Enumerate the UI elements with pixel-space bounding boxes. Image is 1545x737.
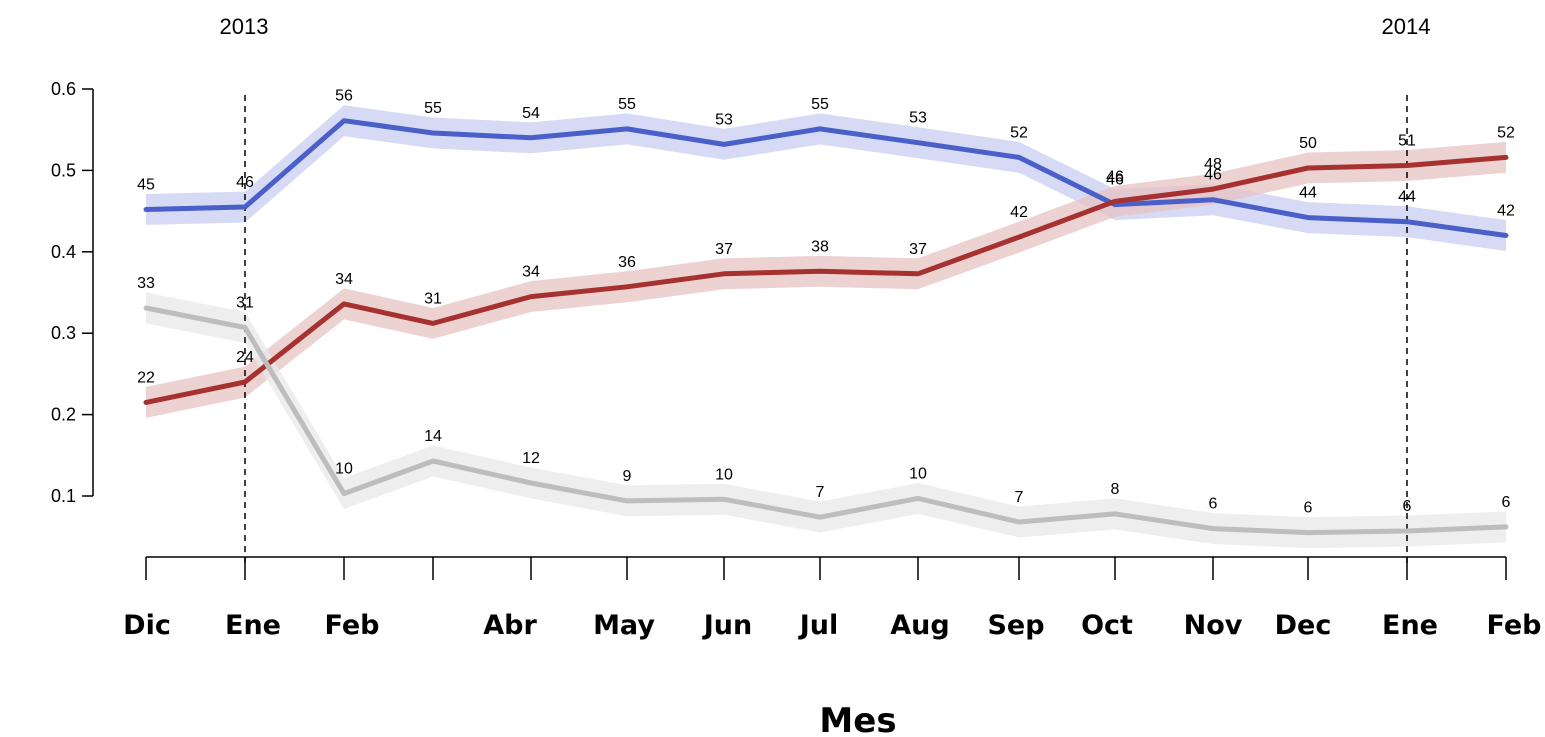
data-label: 46 (1204, 167, 1222, 184)
year-label: 2014 (1382, 14, 1431, 39)
x-tick-label: Dec (1275, 610, 1332, 641)
data-label: 10 (335, 461, 353, 478)
data-label: 51 (1398, 133, 1416, 150)
y-tick-label: 0.5 (51, 160, 76, 180)
x-tick-label: Jun (702, 610, 753, 641)
confidence-bands (146, 105, 1506, 549)
y-axis: 0.1 0.2 0.3 0.4 0.5 0.6 (51, 79, 94, 506)
year-labels: 2013 2014 (220, 14, 1431, 39)
x-tick-label: Oct (1081, 610, 1133, 641)
x-tick-label: Feb (1487, 610, 1542, 641)
data-label: 6 (1304, 500, 1313, 517)
data-label: 52 (1497, 124, 1515, 141)
data-label: 37 (715, 241, 733, 258)
data-label: 34 (522, 264, 540, 281)
data-label: 46 (1106, 168, 1124, 185)
data-label: 34 (335, 271, 353, 288)
data-label: 53 (909, 110, 927, 127)
data-label: 45 (137, 177, 155, 194)
data-label: 38 (811, 238, 829, 255)
y-tick-label: 0.2 (51, 405, 76, 425)
x-tick-label: Ene (225, 610, 281, 641)
x-tick-label: Ene (1382, 610, 1438, 641)
x-axis-title: Mes (819, 701, 896, 737)
data-label: 44 (1299, 185, 1317, 202)
data-label: 55 (618, 96, 636, 113)
data-label: 12 (522, 450, 540, 467)
x-tick-label: Nov (1184, 610, 1243, 641)
data-label: 14 (424, 428, 442, 445)
x-tick-label: Aug (890, 610, 949, 641)
data-label: 56 (335, 88, 353, 105)
x-tick-label: Dic (123, 610, 171, 641)
data-label: 46 (1106, 172, 1124, 189)
data-label: 46 (236, 174, 254, 191)
data-label: 31 (236, 295, 254, 312)
x-axis: Dic Ene Feb Abr May Jun Jul Aug Sep Oct Nov Dec Ene F… (123, 556, 1542, 641)
data-label: 22 (137, 369, 155, 386)
data-label: 55 (811, 96, 829, 113)
data-label: 7 (816, 484, 825, 501)
data-label: 9 (623, 468, 632, 485)
data-label: 53 (715, 111, 733, 128)
data-label: 31 (424, 290, 442, 307)
data-label: 6 (1403, 498, 1412, 515)
data-label: 36 (618, 254, 636, 271)
data-label: 55 (424, 100, 442, 117)
x-tick-label: May (593, 610, 655, 641)
series-2-line (143, 154, 1509, 405)
y-tick-label: 0.1 (51, 486, 76, 506)
x-tick-label: Feb (325, 610, 380, 641)
data-label: 10 (715, 466, 733, 483)
data-label: 44 (1398, 189, 1416, 206)
y-tick-label: 0.3 (51, 323, 76, 343)
data-label: 33 (137, 275, 155, 292)
data-label: 24 (236, 349, 254, 366)
series-1-band (146, 105, 1506, 251)
data-label: 37 (909, 241, 927, 258)
data-label: 6 (1502, 494, 1511, 511)
x-tick-label: Abr (483, 610, 537, 641)
x-tick-label: Jul (798, 610, 839, 641)
data-label: 54 (522, 105, 540, 122)
series-lines (143, 118, 1509, 536)
data-label: 10 (909, 465, 927, 482)
data-label: 42 (1010, 204, 1028, 221)
y-tick-label: 0.6 (51, 79, 76, 99)
data-label: 7 (1015, 489, 1024, 506)
x-tick-label: Sep (987, 610, 1044, 641)
series-3-band (146, 292, 1506, 549)
series-1-line (143, 118, 1509, 238)
data-label: 52 (1010, 124, 1028, 141)
y-tick-label: 0.4 (51, 242, 76, 262)
data-label: 6 (1209, 496, 1218, 513)
series-2-band (146, 141, 1506, 418)
data-label: 50 (1299, 135, 1317, 152)
data-label: 8 (1111, 481, 1120, 498)
data-label: 48 (1204, 156, 1222, 173)
data-label: 42 (1497, 203, 1515, 220)
year-label: 2013 (220, 14, 269, 39)
series-3-line (143, 305, 1509, 536)
